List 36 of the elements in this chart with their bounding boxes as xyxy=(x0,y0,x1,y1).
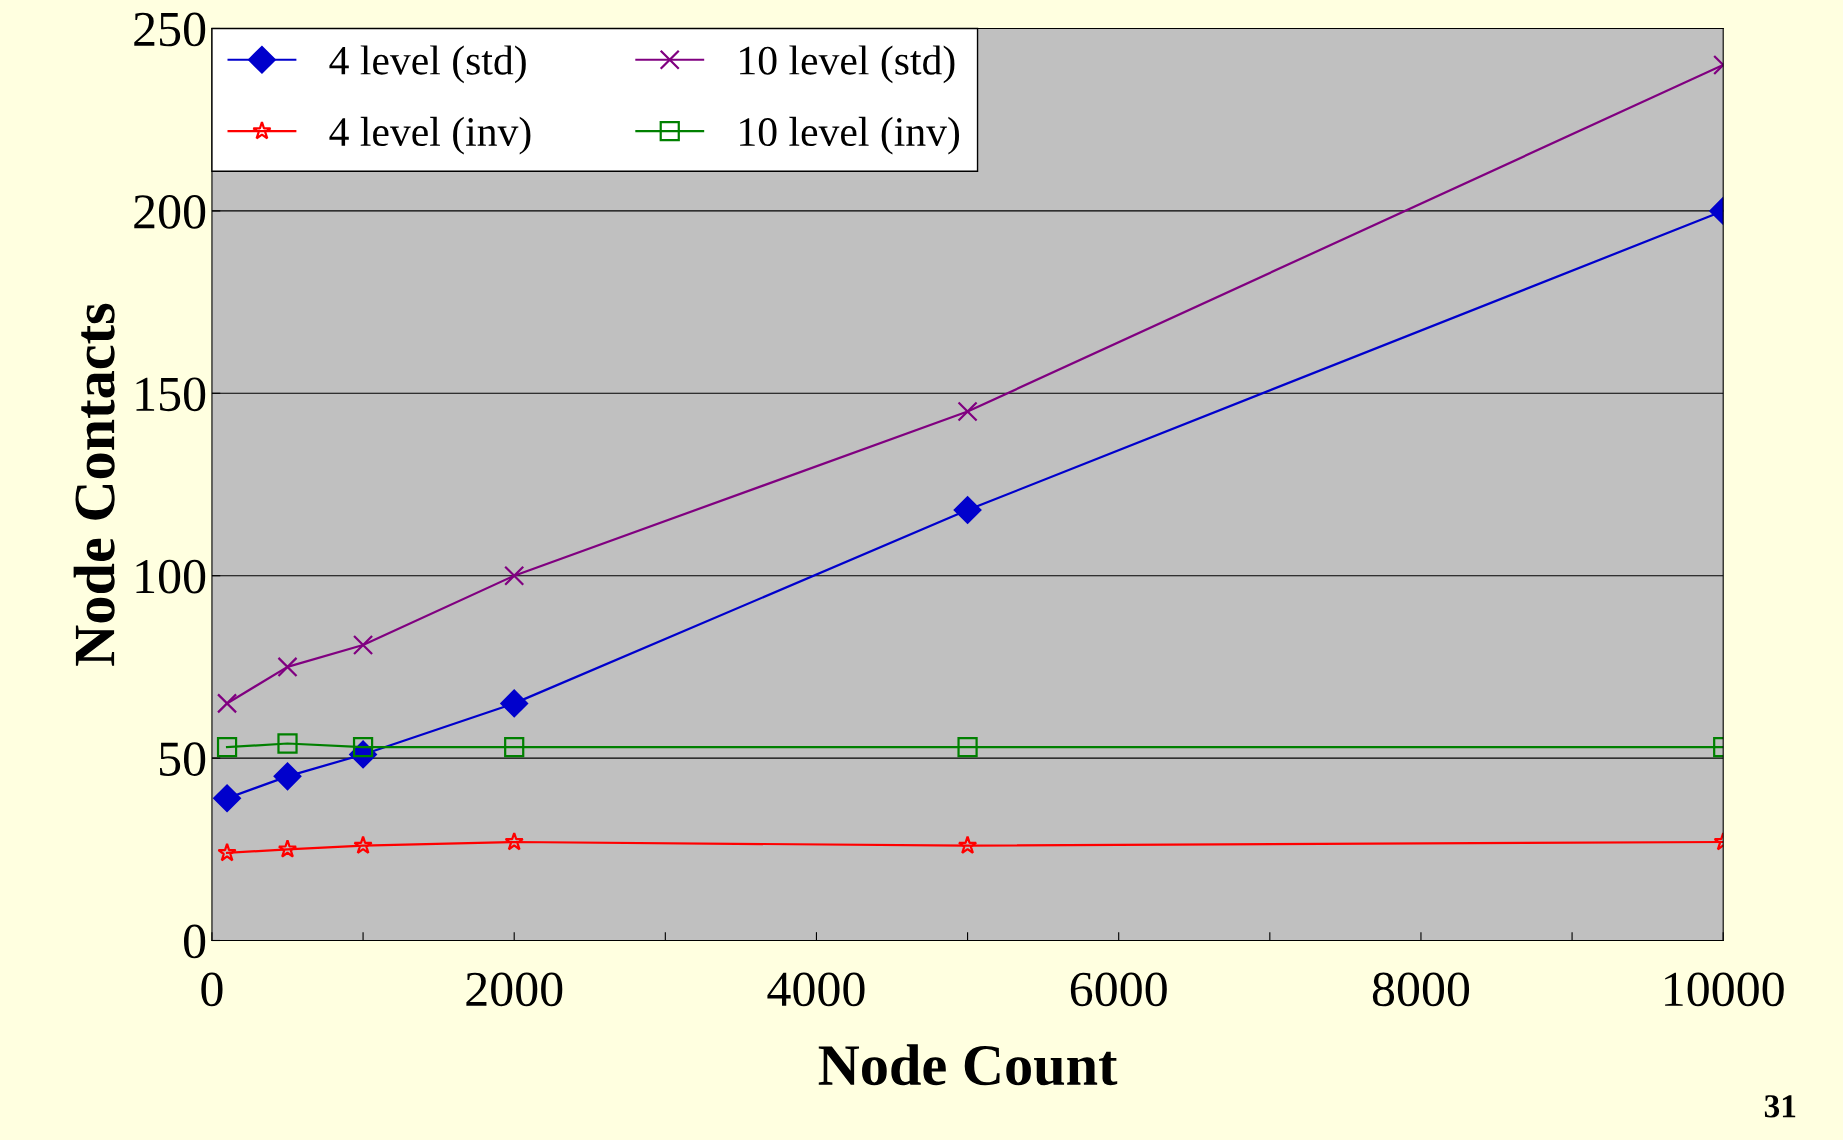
point xyxy=(957,835,978,855)
point xyxy=(213,784,241,813)
point xyxy=(217,842,237,862)
y-tick-label: 0 xyxy=(183,924,206,959)
point xyxy=(273,762,302,791)
x-axis-title: Node Count xyxy=(818,1044,1118,1086)
x-tick-label: 8000 xyxy=(1372,972,1470,1007)
legend-label: 10 level (std) xyxy=(740,45,955,84)
y-tick-label: 250 xyxy=(134,12,206,47)
point xyxy=(500,689,529,718)
point xyxy=(957,737,978,758)
x-tick-label: 4000 xyxy=(767,972,865,1007)
point xyxy=(957,401,978,422)
point xyxy=(953,496,982,524)
point xyxy=(504,737,525,758)
legend-label: 10 level (inv) xyxy=(740,116,960,155)
x-tick-label: 2000 xyxy=(466,972,563,1007)
y-axis-title: Node Contacts xyxy=(73,303,115,666)
point xyxy=(277,656,298,678)
point xyxy=(216,693,238,714)
point xyxy=(504,831,524,851)
point xyxy=(504,565,525,586)
text: 31 xyxy=(1764,1095,1796,1118)
y-tick-label: 100 xyxy=(136,559,206,594)
point xyxy=(277,733,298,754)
point xyxy=(277,839,298,858)
y-tick-label: 50 xyxy=(159,742,206,776)
point xyxy=(352,634,374,656)
legend-label: 4 level (inv) xyxy=(329,116,531,155)
point xyxy=(216,737,238,758)
x-tick-label: 6000 xyxy=(1070,972,1167,1007)
y-tick-label: 150 xyxy=(136,377,206,412)
point xyxy=(353,835,373,855)
y-tick-label: 200 xyxy=(134,195,206,229)
x-tick-label: 10000 xyxy=(1665,972,1784,1007)
legend-label: 4 level (std) xyxy=(329,45,526,84)
